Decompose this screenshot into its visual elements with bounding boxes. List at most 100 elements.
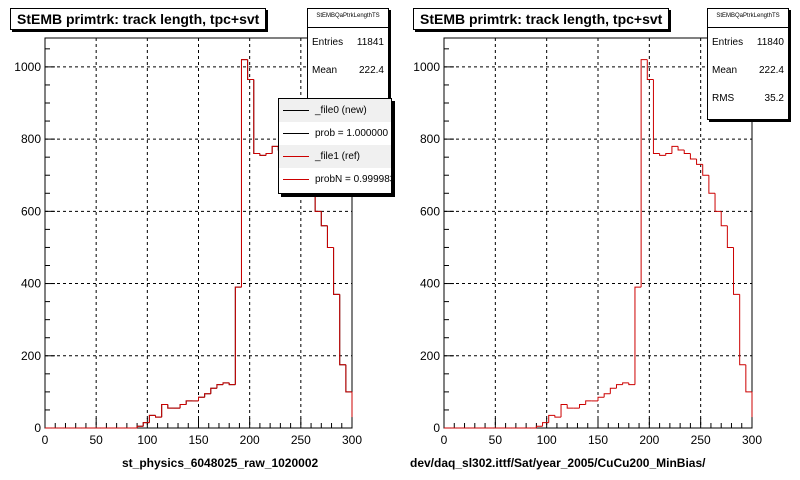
right-xtick-label-300: 300 (742, 433, 762, 447)
right-series0-bin-28 (615, 384, 623, 389)
legend-entry-prob: prob = 1.000000 (279, 122, 391, 145)
right-series0-bin-46 (726, 225, 734, 248)
right-series0-bin-18 (554, 415, 562, 418)
left-series1-bin-46 (326, 225, 334, 248)
left-xtick-label-0: 0 (42, 433, 49, 447)
right-ytick-label-400: 400 (420, 277, 440, 291)
right-series0-bin-37 (671, 145, 679, 154)
legend-entry-probn: probN = 0.999983 (279, 168, 391, 191)
left-xtick-label-200: 200 (240, 433, 260, 447)
right-series0-bin-25 (597, 396, 605, 401)
left-series1-bin-44 (314, 193, 322, 212)
left-stats-entries-row: Entries 11841 (308, 28, 388, 56)
legend-swatch-file1 (283, 156, 309, 157)
left-series1-bin-26 (204, 393, 211, 398)
right-series0-bin-44 (714, 193, 722, 212)
left-series1-bin-19 (161, 404, 168, 418)
right-series0-bin-22 (579, 404, 586, 409)
right-series0-bin-16 (542, 422, 549, 427)
right-series0-bin-17 (548, 414, 555, 423)
legend-label-file1: _file1 (ref) (315, 151, 361, 162)
legend-swatch-prob (283, 133, 309, 134)
left-series1-bin-17 (148, 414, 156, 423)
left-xtick-label-50: 50 (89, 433, 103, 447)
right-series0-bin-40 (689, 153, 697, 160)
left-ytick-label-1000: 1000 (14, 60, 41, 74)
right-series0-bin-30 (628, 382, 635, 386)
right-series0-bin-31 (634, 286, 642, 385)
left-series1-bin-47 (333, 247, 340, 295)
right-ytick-label-200: 200 (420, 349, 440, 363)
right-series0-bin-47 (733, 247, 740, 295)
left-series1-bin-23 (185, 400, 193, 405)
right-stats-mean-label: Mean (712, 64, 738, 76)
right-xtick-label-150: 150 (588, 433, 608, 447)
left-series1-bin-30 (228, 382, 236, 386)
legend-entry-file0: _file0 (new) (279, 99, 391, 122)
left-series1-bin-20 (167, 404, 174, 409)
legend-swatch-probn (283, 179, 309, 180)
left-series1-bin-45 (320, 211, 328, 227)
right-series0-bin-38 (677, 146, 685, 151)
right-stats-entries-row: Entries 11840 (708, 28, 788, 56)
right-stats-entries-value: 11840 (756, 36, 784, 48)
legend-entry-file1: _file1 (ref) (279, 145, 391, 168)
right-stats-rms-label: RMS (712, 92, 735, 104)
right-series0-bin-20 (566, 404, 574, 409)
left-series1-bin-35 (259, 153, 267, 156)
right-series0-bin-27 (609, 387, 617, 394)
right-series0-bin-29 (622, 382, 629, 385)
left-ytick-label-800: 800 (21, 132, 41, 146)
left-series1-bin-16 (142, 422, 150, 427)
right-xtick-label-200: 200 (639, 433, 659, 447)
left-series1-bin-33 (247, 59, 254, 81)
right-series0-bin-48 (739, 294, 746, 366)
left-series1-bin-18 (155, 415, 162, 418)
left-stats-name: StEMBQaPtrkLengthTS (308, 9, 388, 28)
right-chart-title: StEMB primtrk: track length, tpc+svt (413, 8, 670, 30)
left-ytick-label-200: 200 (21, 349, 41, 363)
left-stats-entries-value: 11841 (356, 36, 384, 48)
right-ytick-label-600: 600 (420, 204, 440, 218)
right-ytick-label-1000: 1000 (413, 60, 440, 74)
right-stats-rms-row: RMS 35.2 (708, 84, 788, 112)
left-xtick-label-150: 150 (188, 433, 208, 447)
right-xtick-label-250: 250 (691, 433, 711, 447)
right-series0-bin-49 (745, 364, 752, 393)
legend-swatch-file0 (283, 110, 309, 111)
right-series0-bin-34 (652, 79, 660, 155)
right-series0-bin-19 (560, 404, 568, 418)
right-series0-bin-41 (696, 158, 703, 165)
left-series1-bin-29 (222, 382, 230, 385)
right-xtick-label-100: 100 (537, 433, 557, 447)
right-xtick-label-50: 50 (489, 433, 503, 447)
left-xtick-label-300: 300 (342, 433, 362, 447)
left-series1-bin-15 (136, 425, 144, 428)
right-series0-bin-39 (683, 149, 691, 155)
right-series0-bin-33 (646, 59, 654, 81)
right-series0-bin-15 (535, 425, 543, 428)
right-stats-mean-value: 222.4 (758, 64, 784, 76)
left-stats-mean-label: Mean (312, 64, 338, 76)
right-stats-rms-value: 35.2 (764, 92, 784, 104)
right-stats-name: StEMBQaPtrkLengthTS (708, 9, 788, 28)
left-series1-bin-25 (198, 396, 205, 401)
legend-label-prob: prob = 1.000000 (315, 128, 389, 139)
left-series1-bin-27 (210, 387, 217, 394)
right-series0-bin-35 (659, 153, 666, 156)
left-series1-bin-34 (253, 79, 260, 155)
left-xtick-label-100: 100 (137, 433, 157, 447)
left-xtick-label-250: 250 (291, 433, 311, 447)
left-series1-bin-36 (265, 153, 273, 156)
right-xtick-label-0: 0 (441, 433, 448, 447)
right-ytick-label-800: 800 (420, 132, 440, 146)
right-series0-bin-23 (585, 400, 592, 405)
left-stats-mean-row: Mean 222.4 (308, 56, 388, 84)
right-series0-bin-26 (603, 393, 611, 398)
right-ytick-label-0: 0 (433, 421, 440, 435)
left-series1-bin-32 (240, 59, 248, 288)
legend-label-probn: probN = 0.999983 (315, 174, 392, 185)
left-stats-mean-value: 222.4 (358, 64, 384, 76)
right-series0-bin-45 (720, 211, 728, 227)
